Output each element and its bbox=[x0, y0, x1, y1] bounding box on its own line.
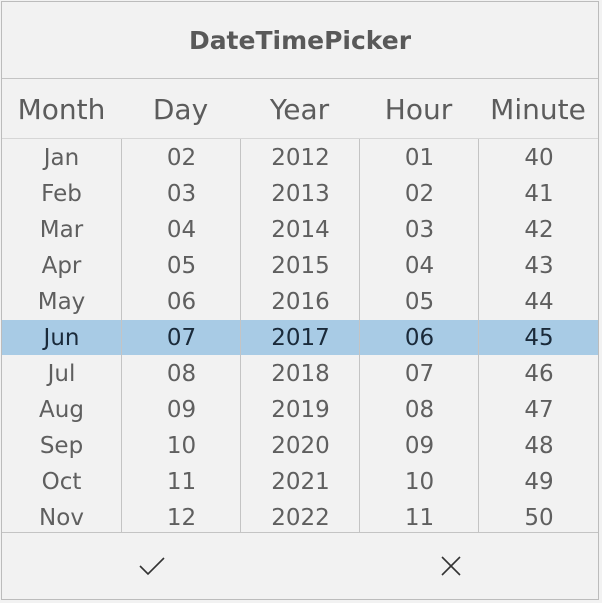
year-option[interactable]: 2016 bbox=[271, 289, 330, 315]
day-option[interactable]: 02 bbox=[166, 145, 197, 171]
hour-option[interactable]: 03 bbox=[404, 217, 435, 243]
year-option[interactable]: 2018 bbox=[271, 361, 330, 387]
year-option[interactable]: 2012 bbox=[271, 145, 330, 171]
minute-option[interactable]: 40 bbox=[524, 145, 554, 171]
header-minute: Minute bbox=[490, 92, 586, 126]
month-option[interactable]: Oct bbox=[41, 469, 82, 495]
hour-option[interactable]: 11 bbox=[404, 505, 435, 531]
year-option[interactable]: 2015 bbox=[271, 253, 330, 279]
hour-option[interactable]: 05 bbox=[404, 289, 435, 315]
minute-option[interactable]: 47 bbox=[524, 397, 554, 423]
hour-option[interactable]: 06 bbox=[404, 325, 435, 351]
day-column[interactable]: 02 03 04 05 06 07 08 09 10 11 12 bbox=[121, 139, 241, 532]
day-option[interactable]: 04 bbox=[166, 217, 197, 243]
month-option[interactable]: Jul bbox=[47, 361, 76, 387]
hour-option[interactable]: 04 bbox=[404, 253, 435, 279]
minute-option[interactable]: 44 bbox=[524, 289, 554, 315]
selection-highlight bbox=[2, 320, 598, 355]
header-year: Year bbox=[269, 92, 330, 126]
column-headers: Month Day Year Hour Minute bbox=[2, 79, 598, 139]
day-option[interactable]: 07 bbox=[166, 325, 197, 351]
check-icon bbox=[138, 557, 165, 576]
month-option[interactable]: Aug bbox=[39, 397, 84, 423]
day-option[interactable]: 12 bbox=[166, 505, 197, 531]
hour-option[interactable]: 08 bbox=[404, 397, 435, 423]
day-option[interactable]: 03 bbox=[166, 181, 197, 207]
minute-option[interactable]: 49 bbox=[524, 469, 554, 495]
year-option[interactable]: 2014 bbox=[271, 217, 330, 243]
minute-column[interactable]: 40 41 42 43 44 45 46 47 48 49 50 bbox=[478, 139, 598, 532]
year-option[interactable]: 2019 bbox=[271, 397, 330, 423]
picker-title: DateTimePicker bbox=[2, 2, 598, 79]
month-option[interactable]: Mar bbox=[39, 217, 84, 243]
minute-option[interactable]: 45 bbox=[524, 325, 554, 351]
year-option[interactable]: 2020 bbox=[271, 433, 330, 459]
picker-columns: Jan Feb Mar Apr May Jun Jul Aug Sep Oct Nov 02 03 04… bbox=[2, 139, 598, 533]
hour-option[interactable]: 09 bbox=[404, 433, 435, 459]
header-month: Month bbox=[17, 92, 106, 126]
header-hour: Hour bbox=[384, 92, 453, 126]
day-option[interactable]: 08 bbox=[166, 361, 197, 387]
hour-option[interactable]: 10 bbox=[404, 469, 435, 495]
hour-column[interactable]: 01 02 03 04 05 06 07 08 09 10 11 bbox=[359, 139, 479, 532]
year-option[interactable]: 2013 bbox=[271, 181, 330, 207]
close-icon bbox=[440, 556, 461, 576]
month-option[interactable]: Sep bbox=[39, 433, 84, 459]
year-column[interactable]: 2012 2013 2014 2015 2016 2017 2018 2019 2020 2021… bbox=[240, 139, 360, 532]
day-option[interactable]: 09 bbox=[166, 397, 197, 423]
day-option[interactable]: 10 bbox=[166, 433, 197, 459]
hour-option[interactable]: 02 bbox=[404, 181, 435, 207]
day-option[interactable]: 05 bbox=[166, 253, 197, 279]
minute-option[interactable]: 42 bbox=[524, 217, 554, 243]
minute-option[interactable]: 48 bbox=[524, 433, 554, 459]
month-option[interactable]: Jun bbox=[43, 325, 80, 351]
minute-option[interactable]: 50 bbox=[524, 505, 554, 531]
month-option[interactable]: Nov bbox=[39, 505, 84, 531]
year-option[interactable]: 2017 bbox=[271, 325, 330, 351]
cancel-button[interactable] bbox=[301, 533, 600, 599]
minute-option[interactable]: 41 bbox=[524, 181, 554, 207]
confirm-button[interactable] bbox=[2, 533, 301, 599]
month-option[interactable]: Jan bbox=[43, 145, 80, 171]
hour-option[interactable]: 07 bbox=[404, 361, 435, 387]
picker-footer bbox=[2, 533, 598, 599]
minute-option[interactable]: 46 bbox=[524, 361, 554, 387]
minute-option[interactable]: 43 bbox=[524, 253, 554, 279]
month-option[interactable]: Apr bbox=[41, 253, 82, 279]
year-option[interactable]: 2021 bbox=[271, 469, 330, 495]
day-option[interactable]: 11 bbox=[166, 469, 197, 495]
month-option[interactable]: Feb bbox=[41, 181, 82, 207]
hour-option[interactable]: 01 bbox=[404, 145, 435, 171]
header-day: Day bbox=[152, 92, 209, 126]
month-option[interactable]: May bbox=[37, 289, 86, 315]
day-option[interactable]: 06 bbox=[166, 289, 197, 315]
month-column[interactable]: Jan Feb Mar Apr May Jun Jul Aug Sep Oct Nov bbox=[2, 139, 121, 532]
year-option[interactable]: 2022 bbox=[271, 505, 330, 531]
